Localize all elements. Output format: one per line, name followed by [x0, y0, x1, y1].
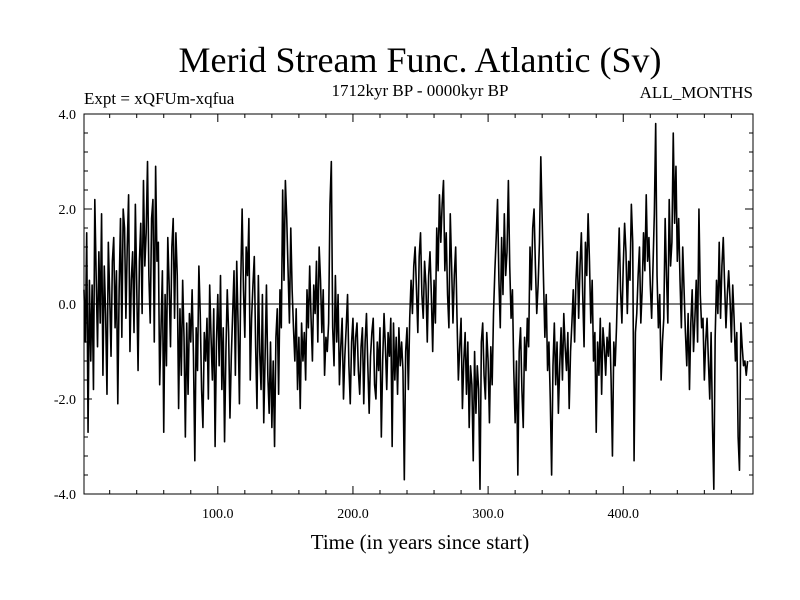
y-tick-label: -2.0 [54, 393, 76, 408]
x-axis-label: Time (in years since start) [311, 530, 530, 554]
x-tick-label: 300.0 [472, 507, 504, 522]
series-line-0 [83, 122, 749, 491]
period-label: 1712kyr BP - 0000kyr BP [332, 81, 509, 100]
y-tick-label: -4.0 [54, 488, 76, 503]
y-tick-label: 0.0 [59, 298, 77, 313]
season-label: ALL_MONTHS [640, 83, 753, 102]
experiment-label: Expt = xQFUm-xqfua [84, 89, 235, 108]
chart-title: Merid Stream Func. Atlantic (Sv) [179, 40, 662, 80]
x-tick-label: 400.0 [608, 507, 640, 522]
y-tick-label: 4.0 [59, 108, 77, 123]
plot-area: 4.0 2.0 0.0 -2.0 -4.0 100.0 200.0 300.0 400.0 [54, 108, 754, 522]
x-tick-label: 200.0 [337, 507, 369, 522]
x-tick-label: 100.0 [202, 507, 234, 522]
y-tick-label: 2.0 [59, 203, 77, 218]
